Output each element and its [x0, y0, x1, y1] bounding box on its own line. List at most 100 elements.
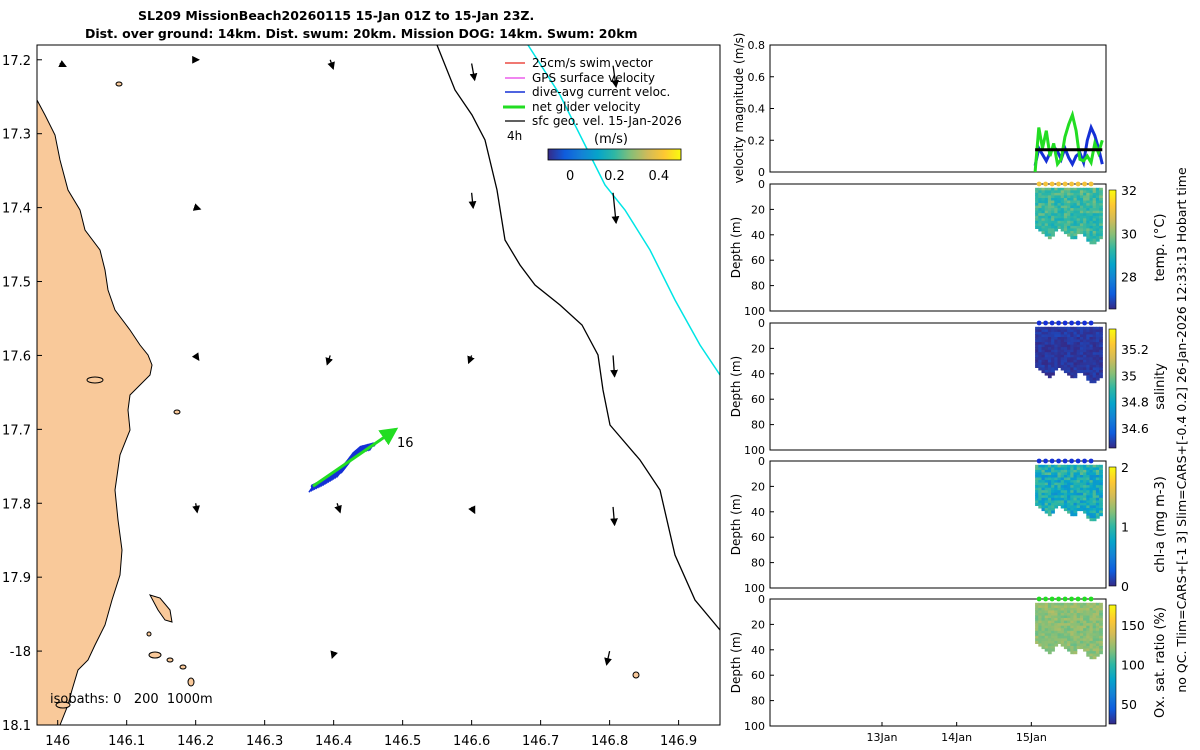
profile-cell	[1086, 500, 1091, 504]
profile-cell	[1070, 342, 1075, 346]
profile-cell	[1070, 497, 1075, 501]
profile-cell	[1076, 640, 1081, 644]
colorbar-tick-label: 2	[1121, 460, 1129, 475]
profile-cell	[1054, 628, 1059, 632]
profile-cell	[1083, 502, 1087, 506]
profile-cell	[1041, 646, 1046, 650]
profile-cell	[1095, 344, 1100, 348]
profile-cell	[1067, 497, 1071, 501]
profile-cell	[1038, 364, 1043, 368]
profile-cell	[1054, 347, 1059, 351]
profile-cell	[1057, 195, 1062, 199]
profile-cell	[1079, 495, 1084, 499]
profile-cell	[1070, 610, 1075, 614]
profile-cell	[1041, 620, 1046, 624]
profile-cell	[1076, 638, 1081, 642]
profile-cell	[1070, 208, 1075, 212]
figure-title-line1: SL209 MissionBeach20260115 15-Jan 01Z to…	[138, 8, 535, 23]
profile-cell	[1063, 354, 1068, 358]
profile-cell	[1063, 615, 1068, 619]
profile-cell	[1099, 347, 1103, 351]
profile-cell	[1041, 490, 1046, 494]
profile-cell	[1047, 505, 1052, 509]
profile-cell	[1038, 205, 1043, 209]
profile-cell	[1051, 648, 1055, 652]
profile-cell	[1079, 359, 1084, 363]
profile-cell	[1067, 352, 1071, 356]
profile-cell	[1092, 510, 1097, 514]
profile-cell	[1051, 633, 1055, 637]
profile-cell	[1044, 475, 1049, 479]
profile-cell	[1070, 352, 1075, 356]
profile-cell	[1092, 513, 1097, 517]
profile-cell	[1041, 602, 1046, 606]
profile-cell	[1083, 605, 1087, 609]
profile-cell	[1095, 233, 1100, 237]
profile-cell	[1067, 190, 1071, 194]
profile-cell	[1095, 334, 1100, 338]
profile-cell	[1099, 205, 1103, 209]
profile-cell	[1063, 215, 1068, 219]
profile-cell	[1044, 635, 1049, 639]
profile-cell	[1095, 653, 1100, 657]
profile-cell	[1073, 344, 1078, 348]
profile-cell	[1089, 342, 1094, 346]
profile-cell	[1092, 613, 1097, 617]
depth-tick-label: 100	[744, 582, 765, 595]
profile-cell	[1099, 334, 1103, 338]
profile-cell	[1089, 231, 1094, 235]
profile-cell	[1099, 375, 1103, 379]
profile-cell	[1076, 225, 1081, 229]
profile-cell	[1047, 628, 1052, 632]
profile-cell	[1070, 643, 1075, 647]
profile-cell	[1089, 352, 1094, 356]
surface-dot	[1069, 596, 1074, 602]
geo-velocity-arrow	[334, 503, 342, 514]
profile-cell	[1044, 628, 1049, 632]
profile-cell	[1054, 480, 1059, 484]
profile-cell	[1092, 375, 1097, 379]
geo-velocity-arrow	[327, 59, 335, 71]
profile-cell	[1054, 485, 1059, 489]
profile-cell	[1054, 337, 1059, 341]
profile-cell	[1067, 344, 1071, 348]
profile-cell	[1070, 190, 1075, 194]
profile-cell	[1054, 502, 1059, 506]
colorbar-tick-label: 0	[1121, 579, 1129, 594]
profile-cell	[1067, 203, 1071, 207]
profile-cell	[1038, 613, 1043, 617]
profile-cell	[1079, 602, 1084, 606]
profile-cell	[1086, 472, 1091, 476]
profile-cell	[1067, 510, 1071, 514]
profile-cell	[1073, 190, 1078, 194]
profile-cell	[1083, 610, 1087, 614]
profile-cell	[1057, 625, 1062, 629]
profile-cell	[1054, 364, 1059, 368]
profile-cell	[1035, 628, 1039, 632]
profile-cell	[1067, 602, 1071, 606]
profile-cell	[1067, 329, 1071, 333]
profile-cell	[1038, 490, 1043, 494]
profile-cell	[1079, 352, 1084, 356]
profile-cell	[1086, 334, 1091, 338]
profile-cell	[1073, 643, 1078, 647]
profile-cell	[1051, 630, 1055, 634]
profile-cell	[1051, 339, 1055, 343]
profile-cell	[1060, 225, 1065, 229]
profile-cell	[1086, 464, 1091, 468]
profile-cell	[1083, 352, 1087, 356]
profile-cell	[1079, 231, 1084, 235]
profile-cell	[1047, 480, 1052, 484]
profile-cell	[1060, 347, 1065, 351]
profile-cell	[1086, 487, 1091, 491]
profile-cell	[1054, 357, 1059, 361]
profile-cell	[1089, 638, 1094, 642]
profile-cell	[1070, 485, 1075, 489]
profile-cell	[1076, 500, 1081, 504]
profile-cell	[1035, 630, 1039, 634]
profile-cell	[1086, 630, 1091, 634]
profile-cell	[1047, 347, 1052, 351]
profile-cell	[1047, 643, 1052, 647]
profile-cell	[1079, 192, 1084, 196]
